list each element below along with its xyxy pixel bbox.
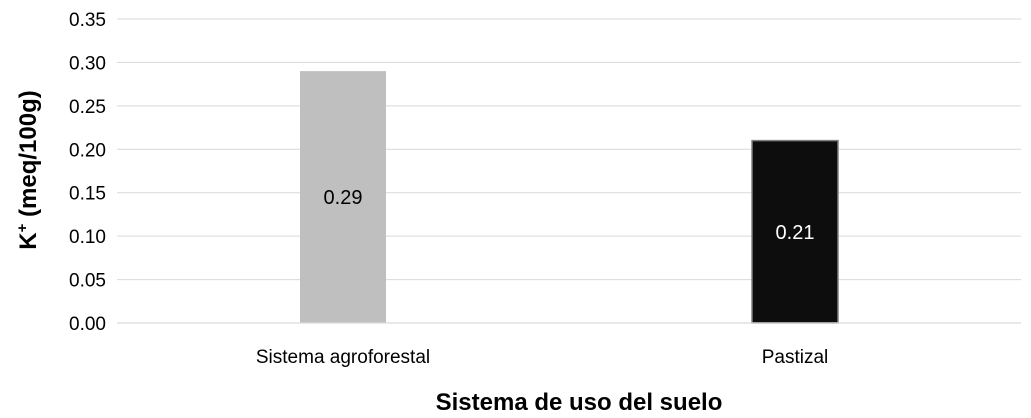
- bar-2: [751, 139, 839, 324]
- data-label-1: 0.29: [324, 187, 363, 209]
- y-axis-title-main: K: [15, 232, 42, 250]
- data-label-2: 0.21: [776, 222, 815, 244]
- y-axis-ticks: 0.00 0.05 0.10 0.15 0.20 0.25 0.30 0.35: [69, 10, 106, 335]
- bars: 0.29 0.21: [300, 71, 839, 324]
- y-axis-title-rest: (meq/100g): [15, 90, 42, 223]
- x-category-label-2: Pastizal: [762, 347, 829, 368]
- y-tick-label: 0.00: [69, 314, 106, 335]
- y-axis-title-superscript: +: [14, 223, 31, 232]
- y-tick-label: 0.10: [69, 227, 106, 248]
- y-tick-label: 0.25: [69, 97, 106, 118]
- y-tick-label: 0.05: [69, 271, 106, 292]
- y-tick-label: 0.35: [69, 10, 106, 31]
- gridlines: [117, 18, 1021, 281]
- y-axis-title: K+ (meq/100g): [14, 90, 42, 249]
- x-axis-categories: Sistema agroforestal Pastizal: [256, 347, 828, 368]
- x-axis-title: Sistema de uso del suelo: [436, 389, 723, 416]
- x-category-label-1: Sistema agroforestal: [256, 347, 430, 368]
- bar-1: [300, 71, 386, 323]
- y-tick-label: 0.20: [69, 140, 106, 161]
- y-tick-label: 0.15: [69, 184, 106, 205]
- y-tick-label: 0.30: [69, 53, 106, 74]
